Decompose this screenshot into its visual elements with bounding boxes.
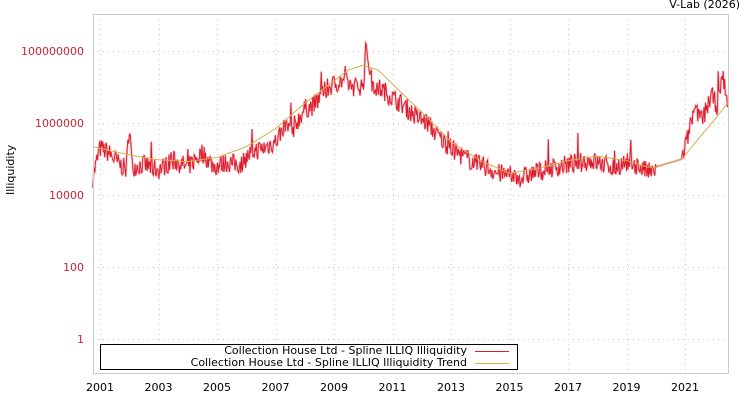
x-tick-label: 2017	[554, 381, 582, 394]
legend-label: Collection House Ltd - Spline ILLIQ Illi…	[190, 356, 467, 369]
y-tick-label: 10000	[49, 189, 84, 202]
legend-item-illiquidity: Collection House Ltd - Spline ILLIQ Illi…	[224, 345, 509, 357]
x-axis-ticks: 2001 2003 2005 2007 2009 2011 2013 2015 2017 2019…	[86, 381, 699, 394]
x-tick-label: 2001	[86, 381, 114, 394]
x-tick-label: 2021	[671, 381, 699, 394]
x-tick-label: 2009	[320, 381, 348, 394]
legend: Collection House Ltd - Spline ILLIQ Illi…	[100, 344, 518, 370]
grid-lines	[93, 14, 728, 373]
x-tick-label: 2003	[145, 381, 173, 394]
plot-frame	[93, 14, 729, 374]
illiquidity-line	[92, 41, 728, 188]
series-lines	[91, 38, 729, 188]
y-tick-label: 1	[77, 333, 84, 346]
legend-label: Collection House Ltd - Spline ILLIQ Illi…	[224, 344, 467, 357]
y-tick-label: 100000000	[21, 45, 84, 58]
x-tick-label: 2015	[496, 381, 524, 394]
x-tick-label: 2019	[613, 381, 641, 394]
y-tick-label: 100	[63, 261, 84, 274]
legend-swatch-red-icon	[475, 350, 509, 352]
legend-swatch-gold-icon	[475, 362, 509, 364]
y-tick-label: 1000000	[35, 117, 84, 130]
y-axis-ticks: 1 100 10000 1000000 100000000	[21, 45, 84, 346]
legend-item-trend: Collection House Ltd - Spline ILLIQ Illi…	[191, 357, 509, 369]
x-tick-label: 2005	[203, 381, 231, 394]
x-tick-label: 2013	[437, 381, 465, 394]
credit-label: V-Lab (2026)	[669, 0, 740, 11]
trend-line	[92, 64, 728, 174]
x-tick-label: 2011	[379, 381, 407, 394]
x-tick-label: 2007	[262, 381, 290, 394]
